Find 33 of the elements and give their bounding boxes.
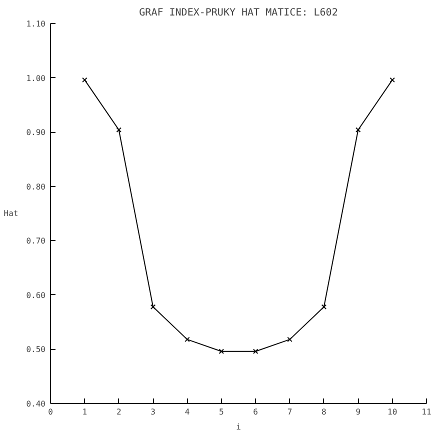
point xyxy=(390,77,395,83)
point xyxy=(116,127,122,133)
y-tick-label: 0.70 xyxy=(26,236,46,246)
x-tick-label: 2 xyxy=(116,408,122,416)
point xyxy=(218,348,224,354)
x-tick-label: 6 xyxy=(253,408,258,416)
x-tick-label: 1 xyxy=(82,408,88,416)
point xyxy=(321,304,327,310)
x-tick-label: 7 xyxy=(287,408,292,416)
point xyxy=(356,127,361,133)
point xyxy=(252,348,258,354)
chart-title: GRAF INDEX-PRUKY HAT MATICE: L602 xyxy=(139,8,338,18)
x-tick-label: 11 xyxy=(422,408,432,416)
point xyxy=(150,304,156,310)
y-axis-title: Hat xyxy=(4,209,18,218)
y-tick-label: 0.50 xyxy=(26,345,46,354)
x-tick-label: 8 xyxy=(322,408,327,416)
x-tick-label: 4 xyxy=(184,408,190,416)
x-tick-label: 10 xyxy=(388,408,398,416)
x-tick-label: 9 xyxy=(356,408,361,416)
x-axis-title: i xyxy=(236,422,242,432)
x-tick-label: 3 xyxy=(150,408,156,416)
y-tick-label: 1.00 xyxy=(26,74,46,83)
point xyxy=(184,336,190,342)
x-tick-label: 0 xyxy=(48,408,54,416)
y-tick-label: 0.40 xyxy=(26,400,46,408)
y-tick-label: 0.80 xyxy=(26,182,46,192)
y-tick-label: 0.60 xyxy=(26,290,46,300)
x-tick-label: 5 xyxy=(219,408,224,416)
point xyxy=(287,336,292,342)
y-tick-label: 0.90 xyxy=(26,128,46,138)
y-tick-label: 1.10 xyxy=(26,20,46,28)
point xyxy=(82,77,88,83)
